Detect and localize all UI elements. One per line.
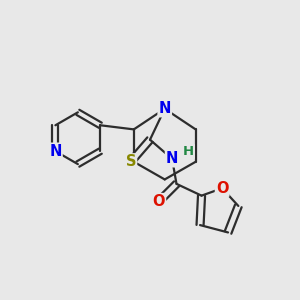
Text: N: N bbox=[166, 151, 178, 166]
Text: O: O bbox=[216, 181, 228, 196]
Text: N: N bbox=[49, 144, 62, 159]
Text: S: S bbox=[126, 154, 136, 169]
Text: N: N bbox=[158, 101, 171, 116]
Text: O: O bbox=[153, 194, 165, 209]
Text: H: H bbox=[183, 145, 194, 158]
